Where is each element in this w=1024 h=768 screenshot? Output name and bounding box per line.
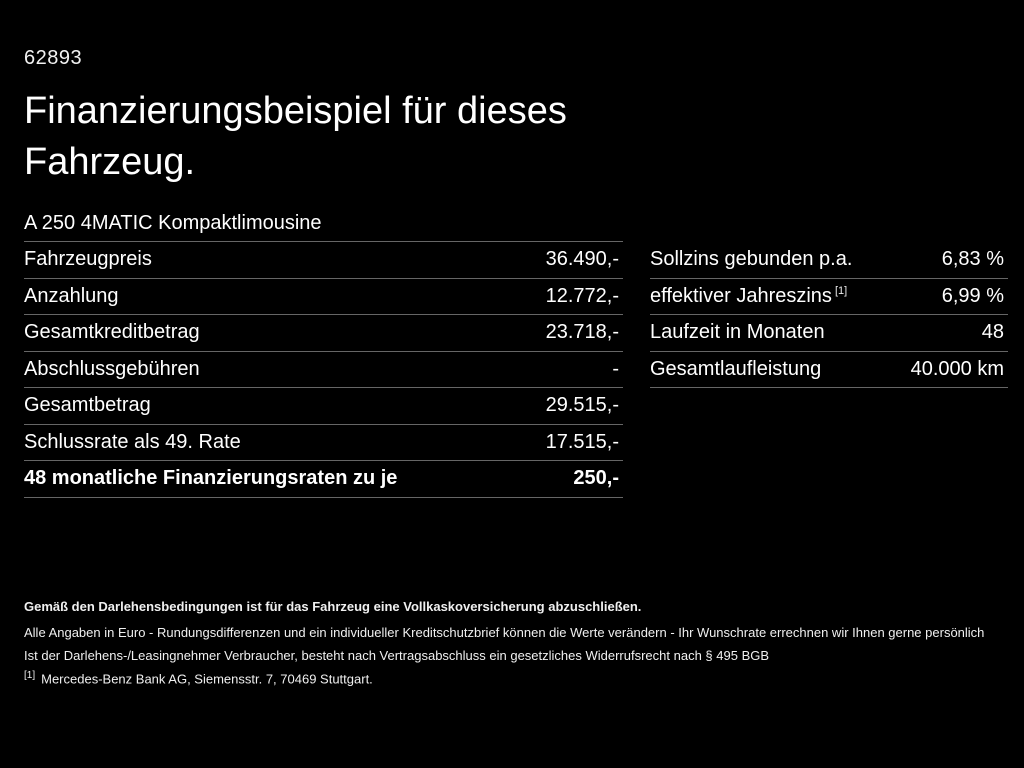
finance-row-label: Anzahlung xyxy=(24,284,119,307)
finance-row-monthly-rate: 48 monatliche Finanzierungsraten zu je 2… xyxy=(24,461,623,498)
finance-row-label: Gesamtbetrag xyxy=(24,394,151,417)
footnote-text: Mercedes-Benz Bank AG, Siemensstr. 7, 70… xyxy=(41,671,373,687)
footnote-marker: [1] xyxy=(24,670,36,681)
finance-row-value: 12.772,- xyxy=(545,284,619,307)
footnote: [1] Mercedes-Benz Bank AG, Siemensstr. 7,… xyxy=(24,670,373,686)
finance-row-label: 48 monatliche Finanzierungsraten zu je xyxy=(24,467,398,490)
conditions-row-effective-interest: effektiver Jahreszins [1] 6,99 % xyxy=(650,279,1008,315)
conditions-row-label: effektiver Jahreszins [1] xyxy=(650,285,847,308)
finance-row-label: Gesamtkreditbetrag xyxy=(24,321,200,344)
page-title: Finanzierungsbeispiel für dieses Fahrzeu… xyxy=(24,90,567,183)
finance-row-value: 17.515,- xyxy=(545,430,619,453)
finance-table: A 250 4MATIC Kompaktlimousine Fahrzeugpr… xyxy=(24,206,623,498)
disclaimer-withdrawal: Ist der Darlehens-/Leasingnehmer Verbrau… xyxy=(24,648,770,663)
conditions-row-value: 48 xyxy=(981,321,1004,344)
finance-row-value: 250,- xyxy=(573,467,619,490)
finance-row-value: 23.718,- xyxy=(545,321,619,344)
insurance-note: Gemäß den Darlehensbedingungen ist für d… xyxy=(24,599,642,614)
finance-row-closing-fees: Abschlussgebühren - xyxy=(24,352,623,388)
conditions-row-label: Laufzeit in Monaten xyxy=(650,321,825,344)
conditions-row-value: 6,99 % xyxy=(941,284,1004,307)
finance-row-value: - xyxy=(612,357,619,380)
vehicle-model: A 250 4MATIC Kompaktlimousine xyxy=(24,212,322,234)
conditions-row-label: Sollzins gebunden p.a. xyxy=(650,248,853,271)
finance-row-value: 36.490,- xyxy=(545,248,619,271)
finance-row-value: 29.515,- xyxy=(545,394,619,417)
conditions-row-total-mileage: Gesamtlaufleistung 40.000 km xyxy=(650,352,1008,388)
conditions-row-nominal-interest: Sollzins gebunden p.a. 6,83 % xyxy=(650,242,1008,279)
conditions-row-label: Gesamtlaufleistung xyxy=(650,357,822,380)
conditions-table: Sollzins gebunden p.a. 6,83 % effektiver… xyxy=(650,242,1008,388)
conditions-row-value: 6,83 % xyxy=(941,248,1004,271)
finance-row-final-installment: Schlussrate als 49. Rate 17.515,- xyxy=(24,425,623,461)
footnote-ref-marker: [1] xyxy=(834,285,848,298)
finance-row-label: Fahrzeugpreis xyxy=(24,248,152,271)
finance-row-total-credit: Gesamtkreditbetrag 23.718,- xyxy=(24,315,623,352)
conditions-row-value: 40.000 km xyxy=(910,357,1004,380)
conditions-row-label-text: effektiver Jahreszins xyxy=(650,284,832,307)
conditions-row-term-months: Laufzeit in Monaten 48 xyxy=(650,315,1008,352)
finance-row-label: Schlussrate als 49. Rate xyxy=(24,430,241,453)
ref-number: 62893 xyxy=(24,47,83,69)
disclaimer-rounding: Alle Angaben in Euro - Rundungsdifferenz… xyxy=(24,625,985,640)
finance-row-label: Abschlussgebühren xyxy=(24,357,200,380)
finance-row-down-payment: Anzahlung 12.772,- xyxy=(24,279,623,315)
vehicle-model-row: A 250 4MATIC Kompaktlimousine xyxy=(24,206,623,242)
finance-row-vehicle-price: Fahrzeugpreis 36.490,- xyxy=(24,242,623,279)
finance-row-total-amount: Gesamtbetrag 29.515,- xyxy=(24,388,623,425)
